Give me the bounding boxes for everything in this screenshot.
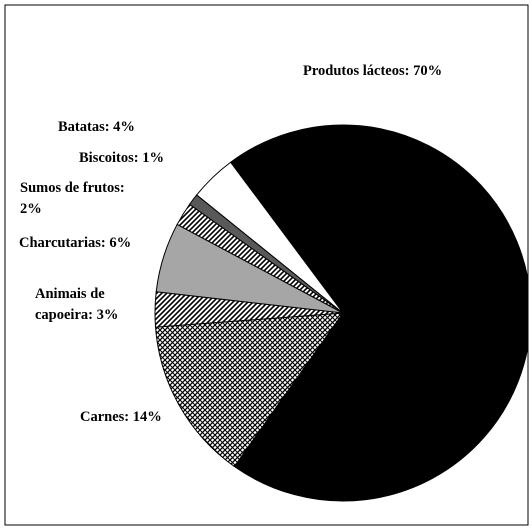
slice-label: Biscoitos: 1% bbox=[79, 150, 164, 166]
pie-slice bbox=[154, 312, 345, 468]
slice-label: Sumos de frutos: 2% bbox=[20, 180, 125, 217]
slice-label: Carnes: 14% bbox=[80, 409, 162, 425]
pie-slice bbox=[229, 124, 528, 502]
slice-label: Animais de capoeira: 3% bbox=[35, 286, 118, 323]
pie-slice bbox=[195, 161, 344, 314]
slice-label: Charcutarias: 6% bbox=[19, 235, 131, 251]
slice-label: Batatas: 4% bbox=[58, 119, 135, 135]
pie bbox=[154, 124, 528, 502]
slice-label: Produtos lácteos: 70% bbox=[303, 63, 442, 79]
